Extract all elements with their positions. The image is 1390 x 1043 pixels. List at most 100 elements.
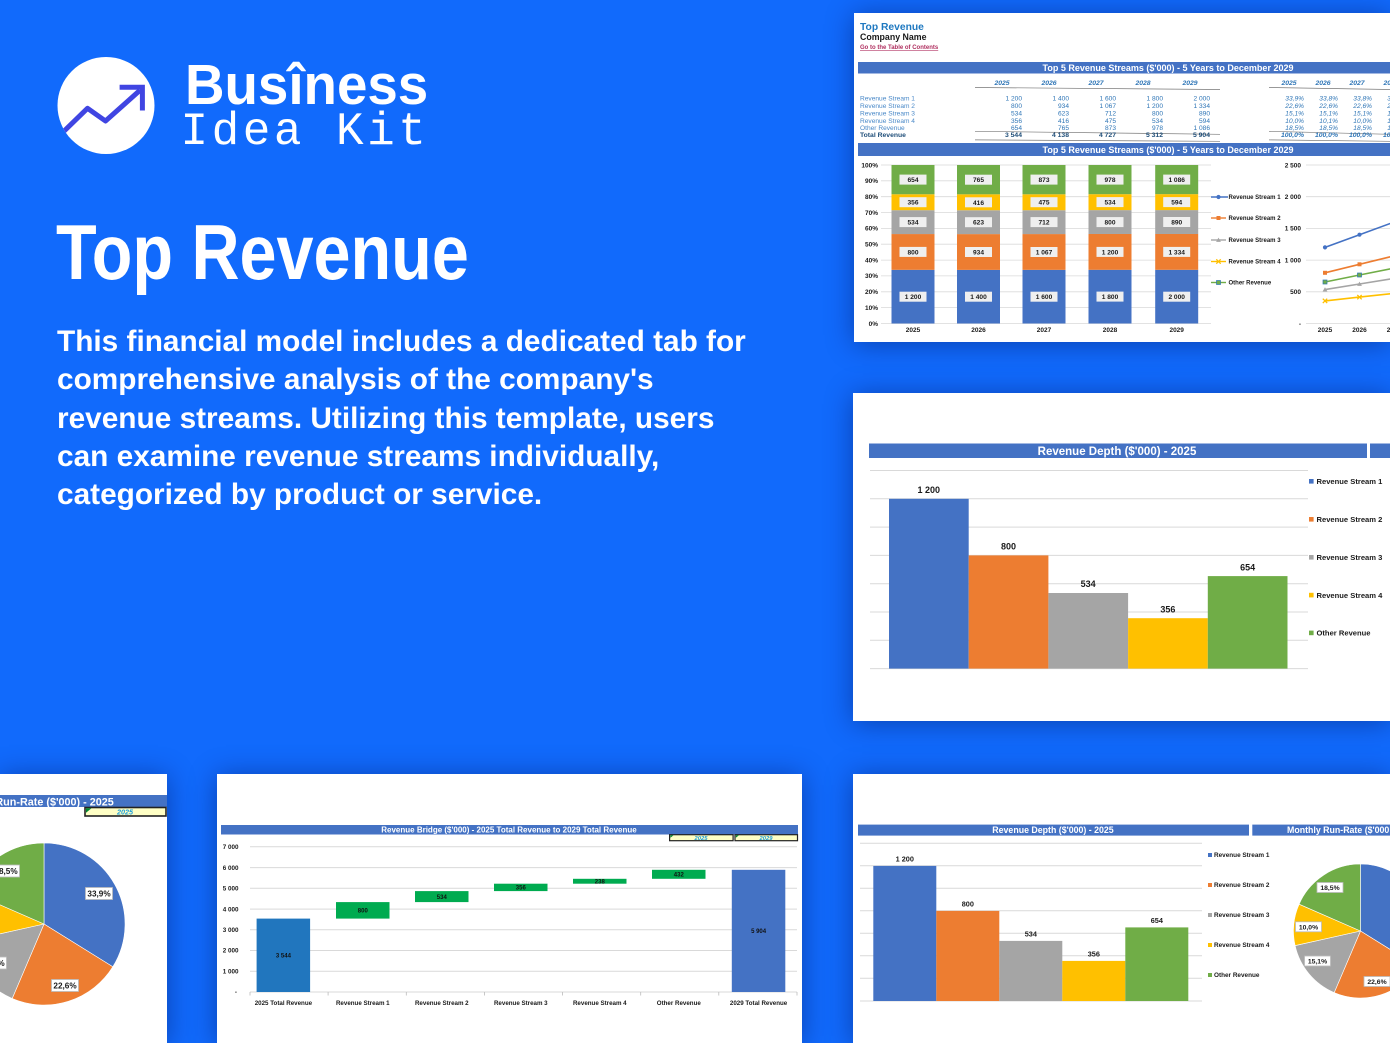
svg-text:Revenue Stream 4: Revenue Stream 4 [860, 118, 915, 125]
svg-text:40%: 40% [865, 257, 878, 264]
svg-text:100,0%: 100,0% [1349, 132, 1372, 139]
svg-text:-: - [235, 989, 237, 996]
svg-text:Top Revenue: Top Revenue [860, 22, 924, 33]
svg-text:1 800: 1 800 [1102, 294, 1119, 301]
svg-text:1 086: 1 086 [1193, 125, 1210, 132]
svg-text:594: 594 [1171, 200, 1182, 207]
svg-text:Total Revenue: Total Revenue [860, 132, 906, 139]
svg-text:2025: 2025 [1318, 327, 1333, 334]
svg-text:1 800: 1 800 [1146, 96, 1163, 103]
svg-text:Revenue Stream 3: Revenue Stream 3 [494, 1000, 548, 1007]
svg-text:416: 416 [973, 200, 984, 207]
svg-text:356: 356 [1088, 950, 1100, 959]
svg-text:654: 654 [1151, 916, 1164, 925]
svg-text:Other Revenue: Other Revenue [1317, 629, 1371, 638]
svg-text:Other Revenue: Other Revenue [860, 125, 905, 132]
svg-text:238: 238 [595, 879, 606, 885]
svg-text:2027: 2027 [1037, 327, 1052, 334]
svg-text:2028: 2028 [1382, 80, 1390, 87]
svg-text:800: 800 [1152, 110, 1163, 117]
svg-text:1 200: 1 200 [1102, 249, 1119, 256]
svg-text:2025: 2025 [906, 327, 921, 334]
svg-text:534: 534 [1152, 118, 1163, 125]
svg-text:1 200: 1 200 [918, 485, 941, 495]
svg-text:1 200: 1 200 [1005, 96, 1022, 103]
svg-text:10%: 10% [865, 305, 878, 312]
svg-text:22,6%: 22,6% [1386, 103, 1390, 110]
svg-text:20%: 20% [865, 289, 878, 296]
svg-text:0%: 0% [869, 321, 879, 328]
svg-text:22,6%: 22,6% [53, 982, 77, 991]
svg-text:534: 534 [1104, 200, 1115, 207]
svg-text:1 000: 1 000 [1285, 257, 1302, 264]
svg-text:33,9%: 33,9% [87, 890, 111, 899]
svg-text:2027: 2027 [1387, 327, 1390, 334]
svg-text:534: 534 [1081, 579, 1096, 589]
svg-text:5 312: 5 312 [1146, 132, 1163, 139]
svg-text:18,4%: 18,4% [1387, 125, 1390, 132]
svg-text:2025 Total Revenue: 2025 Total Revenue [255, 1000, 313, 1007]
svg-text:18,5%: 18,5% [1320, 885, 1339, 892]
svg-text:5 000: 5 000 [223, 886, 239, 893]
svg-text:90%: 90% [865, 178, 878, 185]
svg-text:Revenue Stream 1: Revenue Stream 1 [1317, 477, 1384, 486]
svg-text:594: 594 [1199, 118, 1210, 125]
svg-text:2029: 2029 [1181, 80, 1197, 87]
svg-text:800: 800 [962, 900, 974, 909]
svg-text:15,1%: 15,1% [1319, 110, 1338, 117]
svg-text:1 086: 1 086 [1168, 177, 1185, 184]
svg-text:10,0%: 10,0% [1353, 118, 1372, 125]
svg-text:15,1%: 15,1% [1387, 110, 1390, 117]
svg-text:2026: 2026 [1040, 80, 1056, 87]
svg-text:60%: 60% [865, 226, 878, 233]
svg-text:654: 654 [1011, 125, 1022, 132]
svg-text:Revenue Stream 2: Revenue Stream 2 [415, 1000, 469, 1007]
svg-text:2025: 2025 [993, 80, 1009, 87]
svg-text:2 000: 2 000 [1168, 294, 1185, 301]
svg-text:Revenue Stream 1: Revenue Stream 1 [336, 1000, 390, 1007]
svg-text:22,6%: 22,6% [1284, 103, 1304, 110]
svg-text:15,1%: 15,1% [0, 959, 5, 968]
svg-text:50%: 50% [865, 242, 878, 249]
svg-text:18,5%: 18,5% [0, 867, 18, 876]
svg-text:Idea Kit: Idea Kit [181, 106, 430, 158]
svg-text:2025: 2025 [1280, 80, 1296, 87]
svg-text:Revenue Stream 2: Revenue Stream 2 [1229, 216, 1282, 222]
svg-text:1 000: 1 000 [223, 969, 239, 976]
svg-text:Revenue Stream 3: Revenue Stream 3 [1214, 912, 1270, 919]
svg-text:6 000: 6 000 [223, 865, 239, 872]
svg-text:Revenue Stream 4: Revenue Stream 4 [1317, 591, 1384, 600]
svg-text:100,0%: 100,0% [1383, 132, 1390, 139]
svg-text:500: 500 [1290, 289, 1301, 296]
svg-text:432: 432 [674, 873, 685, 879]
svg-text:2 000: 2 000 [223, 948, 239, 955]
svg-text:15,1%: 15,1% [1285, 110, 1304, 117]
svg-text:1 067: 1 067 [1036, 250, 1053, 257]
svg-text:18,5%: 18,5% [1285, 125, 1304, 132]
svg-text:2 000: 2 000 [1193, 96, 1210, 103]
svg-text:3 544: 3 544 [1005, 132, 1022, 139]
svg-text:Monthly Run-Rate ($'000) - 202: Monthly Run-Rate ($'000) - 2025 [0, 797, 114, 809]
svg-text:1 334: 1 334 [1168, 249, 1185, 256]
svg-text:2025: 2025 [116, 807, 134, 816]
svg-text:654: 654 [907, 177, 918, 184]
svg-text:2025: 2025 [694, 836, 709, 842]
svg-text:Revenue Stream 3: Revenue Stream 3 [860, 110, 915, 117]
svg-text:873: 873 [1105, 125, 1116, 132]
svg-text:22,6%: 22,6% [1318, 103, 1338, 110]
svg-text:Revenue Stream 1: Revenue Stream 1 [860, 96, 915, 103]
svg-text:Revenue Stream 4: Revenue Stream 4 [1214, 942, 1270, 949]
svg-text:623: 623 [973, 220, 984, 227]
svg-text:15,1%: 15,1% [1308, 959, 1327, 966]
svg-text:1 200: 1 200 [905, 294, 922, 301]
svg-text:33,9%: 33,9% [1285, 96, 1304, 103]
svg-text:2 500: 2 500 [1285, 162, 1302, 169]
svg-text:356: 356 [1011, 118, 1022, 125]
svg-text:765: 765 [973, 177, 984, 184]
svg-text:5 904: 5 904 [1193, 132, 1210, 139]
svg-text:712: 712 [1038, 220, 1049, 227]
svg-text:80%: 80% [865, 194, 878, 201]
svg-text:800: 800 [907, 249, 918, 256]
svg-text:654: 654 [1240, 562, 1255, 572]
svg-text:800: 800 [1104, 220, 1115, 227]
